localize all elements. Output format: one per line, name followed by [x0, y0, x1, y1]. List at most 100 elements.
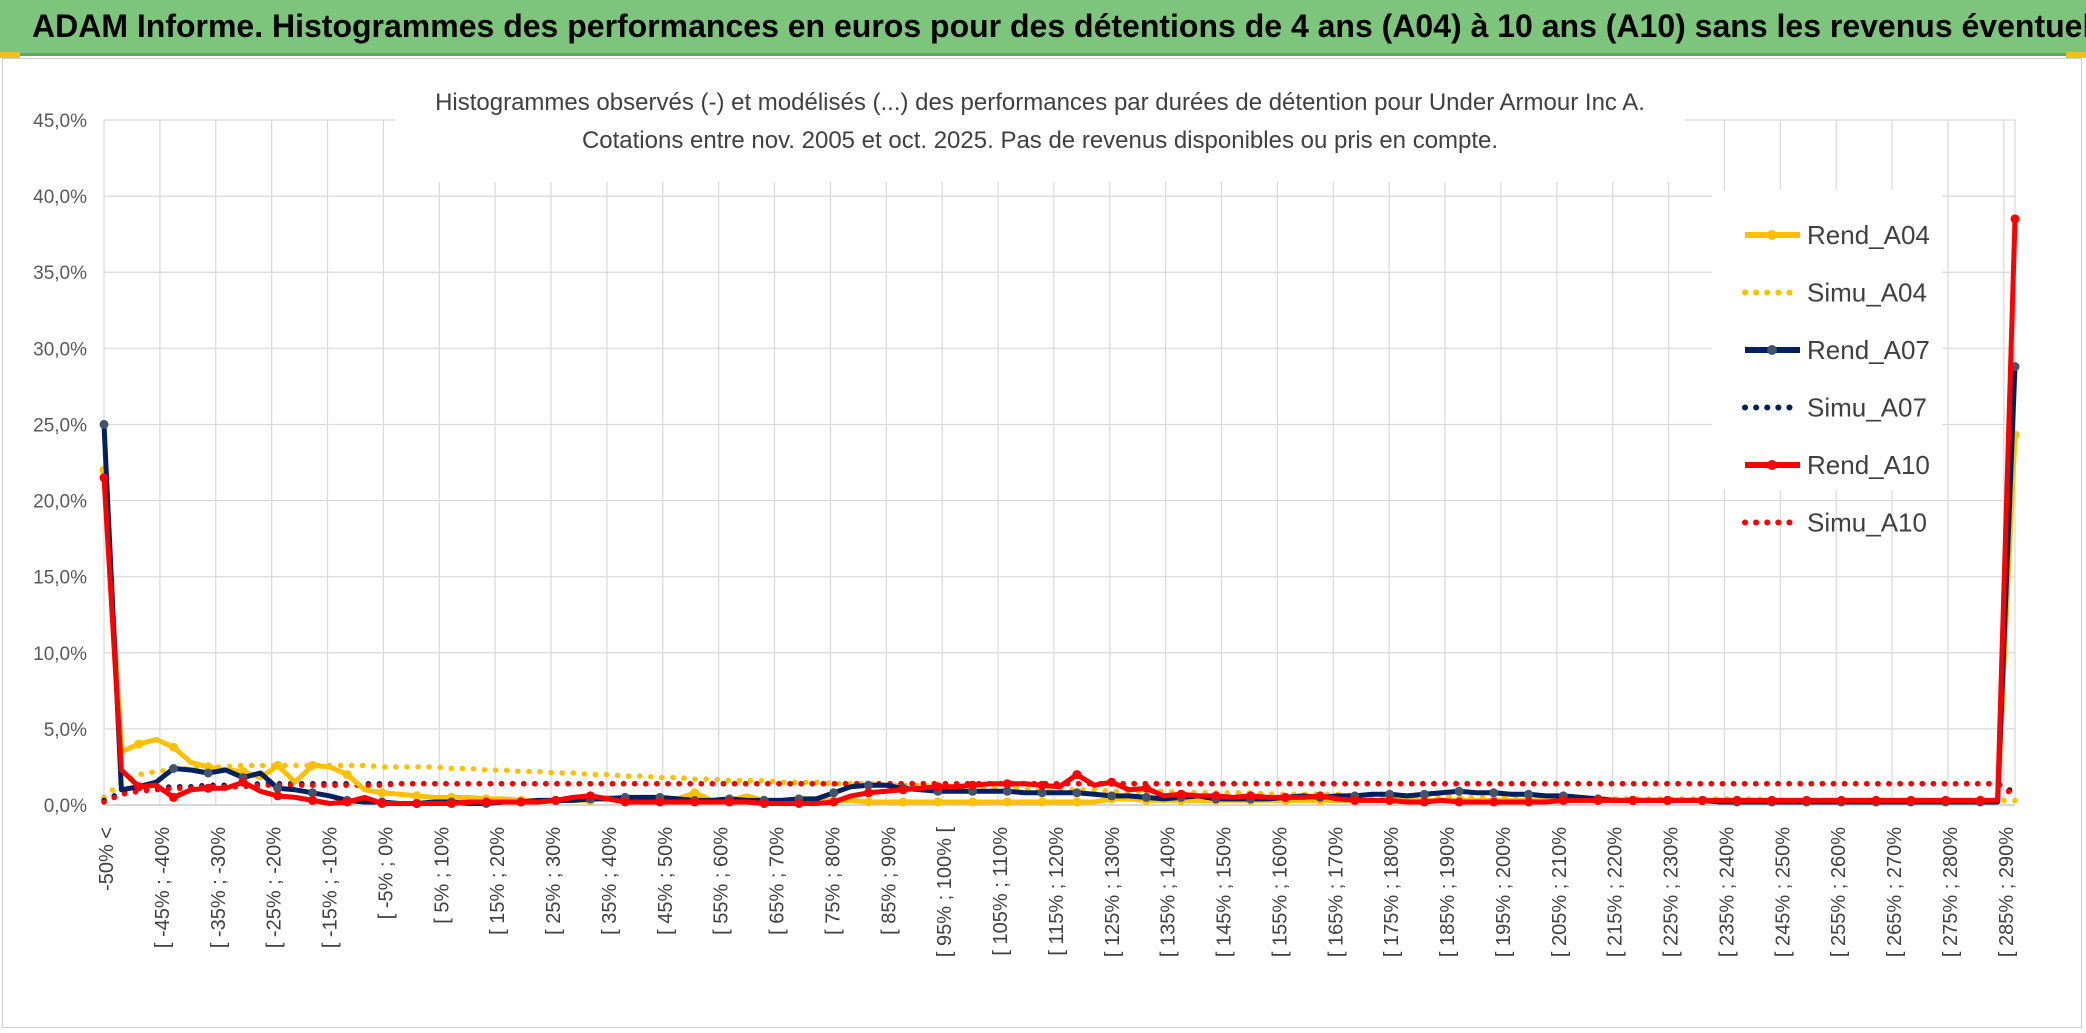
data-point-rend-a10 [238, 777, 248, 787]
data-point-rend-a10 [203, 783, 213, 793]
y-axis: 0,0% 5,0% 10,0% 15,0% 20,0% 25,0% 30,0% 35,0% 40… [33, 111, 87, 817]
data-point-rend-a10 [829, 797, 839, 807]
y-tick-label: 0,0% [44, 796, 87, 817]
x-tick-label: [ -45% ; -40% [152, 827, 174, 948]
data-point-rend-a10 [481, 797, 491, 807]
y-tick-label: 45,0% [33, 111, 87, 132]
x-tick-label: [ 25% ; 30% [543, 827, 565, 935]
series-line-rend-a10 [101, 218, 2018, 806]
data-point-rend-a10 [551, 795, 561, 805]
data-point-rend-a10 [447, 799, 456, 808]
data-point-rend-a10 [1802, 795, 1811, 805]
data-point-rend-a10 [1836, 795, 1846, 805]
banner: ADAM Informe. Histogrammes des performan… [0, 0, 2086, 56]
data-point-rend-a10 [1454, 797, 1464, 807]
data-point-rend-a04 [1072, 797, 1082, 807]
y-tick-label: 5,0% [44, 720, 87, 741]
data-point-rend-a10 [99, 473, 109, 483]
data-point-rend-a10 [1732, 795, 1742, 805]
legend-marker-rend-a10 [1767, 460, 1777, 470]
x-tick-label: [ 15% ; 20% [487, 827, 509, 935]
data-point-rend-a10 [585, 791, 595, 801]
y-tick-label: 25,0% [33, 415, 87, 436]
data-point-rend-a07 [169, 764, 178, 773]
x-tick-label: [ 105% ; 110% [990, 827, 1012, 956]
chart-title-line-1: Histogrammes observés (-) et modélisés (… [435, 89, 1645, 116]
x-tick-label: [ 165% ; 170% [1325, 827, 1347, 957]
corner-accent-left [0, 52, 20, 58]
data-point-rend-a10 [1767, 795, 1777, 805]
y-tick-label: 35,0% [33, 263, 87, 284]
data-point-rend-a07 [1489, 788, 1499, 798]
data-point-rend-a10 [1593, 795, 1603, 805]
data-point-rend-a07 [1037, 788, 1047, 798]
data-point-rend-a10 [1176, 789, 1186, 799]
data-point-rend-a10 [169, 792, 178, 802]
data-point-rend-a10 [1385, 795, 1395, 805]
x-tick-label: [ -25% ; -20% [264, 827, 286, 948]
data-point-rend-a10 [1072, 770, 1082, 780]
x-tick-label: [ -5% ; 0% [375, 827, 397, 919]
histogram-chart: Histogrammes observés (-) et modélisés (… [33, 82, 2020, 958]
y-tick-label: 15,0% [33, 568, 87, 589]
data-point-rend-a04 [863, 797, 873, 807]
data-point-rend-a10 [308, 795, 317, 805]
data-point-rend-a07 [1419, 789, 1429, 799]
data-point-rend-a04 [342, 770, 352, 780]
series-line-simu-a04 [101, 762, 2018, 804]
data-point-rend-a10 [377, 799, 387, 808]
data-point-rend-a04 [1037, 797, 1047, 807]
data-point-rend-a10 [1107, 777, 1117, 787]
data-point-rend-a04 [308, 760, 317, 770]
data-point-rend-a04 [933, 797, 943, 807]
data-point-rend-a10 [1419, 797, 1429, 807]
y-tick-label: 30,0% [33, 339, 87, 360]
data-point-rend-a04 [1002, 797, 1012, 807]
data-point-rend-a10 [1906, 795, 1916, 805]
chart-title: Histogrammes observés (-) et modélisés (… [395, 82, 1685, 182]
legend-label-simu-a10: Simu_A10 [1807, 508, 1927, 538]
banner-title: ADAM Informe. Histogrammes des performan… [32, 8, 2086, 44]
x-tick-label: [ 75% ; 80% [822, 827, 844, 935]
data-point-rend-a10 [342, 797, 352, 807]
data-point-rend-a10 [412, 799, 422, 808]
x-tick-label: [ 135% ; 140% [1158, 827, 1180, 957]
data-point-rend-a10 [933, 782, 943, 792]
data-point-rend-a10 [1211, 791, 1221, 801]
data-point-rend-a10 [2010, 214, 2020, 224]
x-tick-label: [ 55% ; 60% [711, 827, 733, 935]
x-tick-label: [ 45% ; 50% [655, 827, 677, 935]
legend-label-rend-a10: Rend_A10 [1807, 450, 1930, 480]
data-point-rend-a10 [759, 799, 769, 808]
chart-title-background [395, 82, 1685, 182]
data-point-rend-a10 [724, 797, 734, 807]
data-point-rend-a07 [1524, 789, 1534, 799]
x-tick-label: -50% < [96, 827, 118, 891]
data-point-rend-a10 [690, 797, 700, 807]
x-tick-label: [ 245% ; 250% [1772, 827, 1794, 957]
x-tick-label: [ 215% ; 220% [1605, 827, 1627, 957]
data-point-rend-a04 [134, 739, 144, 749]
y-tick-label: 40,0% [33, 187, 87, 208]
legend-marker-rend-a07 [1767, 345, 1777, 355]
data-point-rend-a10 [1628, 795, 1638, 805]
data-point-rend-a10 [1246, 791, 1256, 801]
x-tick-label: [ 95% ; 100% [ [934, 827, 956, 958]
x-tick-label: [ 195% ; 200% [1493, 827, 1515, 957]
data-point-rend-a04 [690, 788, 700, 798]
data-point-rend-a10 [655, 797, 665, 807]
legend-label-simu-a04: Simu_A04 [1807, 278, 1927, 308]
legend: Rend_A04 Simu_A04 Rend_A07 Simu_A07 Rend_A10… [1712, 190, 1942, 538]
x-tick-label: [ 35% ; 40% [599, 827, 621, 935]
legend-label-simu-a07: Simu_A07 [1807, 393, 1927, 423]
data-point-rend-a07 [99, 419, 109, 429]
data-point-rend-a10 [968, 780, 978, 790]
data-point-rend-a07 [863, 780, 873, 790]
data-point-rend-a07 [829, 788, 839, 798]
x-tick-label: [ 225% ; 230% [1661, 827, 1683, 957]
data-point-rend-a04 [377, 788, 387, 798]
data-point-rend-a10 [794, 799, 804, 808]
x-tick-label: [ 65% ; 70% [767, 827, 789, 935]
y-tick-label: 10,0% [33, 644, 87, 665]
data-point-rend-a07 [1454, 786, 1464, 796]
